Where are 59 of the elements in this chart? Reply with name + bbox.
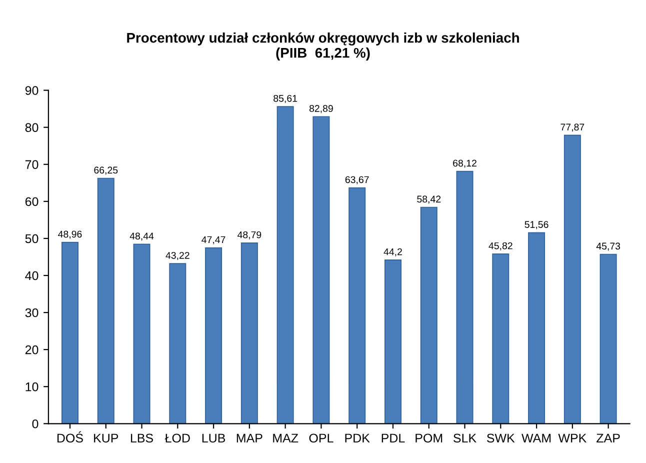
- data-label: 48,44: [130, 232, 154, 241]
- y-tick-label: 60: [25, 197, 38, 206]
- data-label: 58,42: [417, 196, 441, 204]
- y-tick-label: 90: [25, 86, 38, 95]
- x-tick-label: SLK: [454, 434, 476, 443]
- bar: [384, 260, 402, 424]
- bar: [312, 116, 330, 424]
- y-tick-label: 30: [25, 308, 38, 318]
- bar: [205, 247, 222, 424]
- data-label: 66,25: [94, 166, 118, 175]
- data-label: 44,2: [384, 248, 402, 256]
- x-tick-label: WPK: [558, 434, 587, 442]
- y-tick-label: 0: [32, 419, 38, 428]
- data-label: 45,73: [596, 242, 620, 251]
- data-label: 68,12: [453, 160, 476, 168]
- bar: [348, 187, 366, 424]
- x-tick-label: OPL: [309, 434, 334, 443]
- data-label: 85,61: [274, 94, 298, 103]
- bar: [97, 178, 114, 424]
- x-tick-label: WAM: [522, 434, 551, 442]
- x-tick-label: PDL: [382, 434, 405, 442]
- bar: [564, 134, 581, 424]
- y-tick-label: 10: [26, 382, 38, 392]
- y-tick-label: 40: [25, 271, 38, 280]
- x-tick-label: DOŚ: [57, 431, 83, 443]
- data-label: 48,79: [237, 231, 262, 240]
- bar: [61, 242, 78, 424]
- data-label: 82,89: [309, 105, 333, 114]
- x-tick-label: SWK: [486, 434, 515, 443]
- y-tick-label: 70: [25, 160, 38, 170]
- bar: [169, 263, 186, 424]
- bar: [456, 170, 474, 424]
- x-tick-label: MAP: [236, 434, 262, 442]
- x-tick-label: MAZ: [273, 434, 298, 442]
- x-tick-label: LBS: [130, 434, 153, 443]
- x-tick-label: ŁOD: [164, 434, 190, 443]
- x-tick-label: KUP: [94, 434, 118, 443]
- y-tick-label: 50: [25, 234, 38, 244]
- data-label: 47,47: [202, 236, 226, 244]
- bar: [276, 106, 294, 424]
- x-tick-label: PDK: [345, 434, 370, 442]
- data-label: 63,67: [345, 176, 369, 184]
- bar: [600, 254, 617, 424]
- x-tick-label: ZAP: [596, 434, 620, 442]
- bar: [133, 244, 150, 424]
- x-tick-label: POM: [416, 434, 442, 443]
- y-tick-label: 80: [25, 123, 38, 132]
- bar: [492, 254, 510, 424]
- data-label: 43,22: [166, 252, 190, 260]
- y-tick-label: 20: [25, 345, 38, 354]
- bar: [420, 206, 438, 424]
- x-tick-label: LUB: [202, 434, 226, 443]
- bar: [528, 232, 546, 424]
- chart-title: Procentowy udział członków okręgowych izb w szkoleniach (PIIB 61,21 %): [127, 32, 519, 60]
- bar: [240, 242, 258, 424]
- data-label: 45,82: [488, 242, 512, 250]
- data-label: 48,96: [58, 230, 82, 239]
- data-label: 51,56: [524, 221, 548, 230]
- data-label: 77,87: [560, 124, 584, 132]
